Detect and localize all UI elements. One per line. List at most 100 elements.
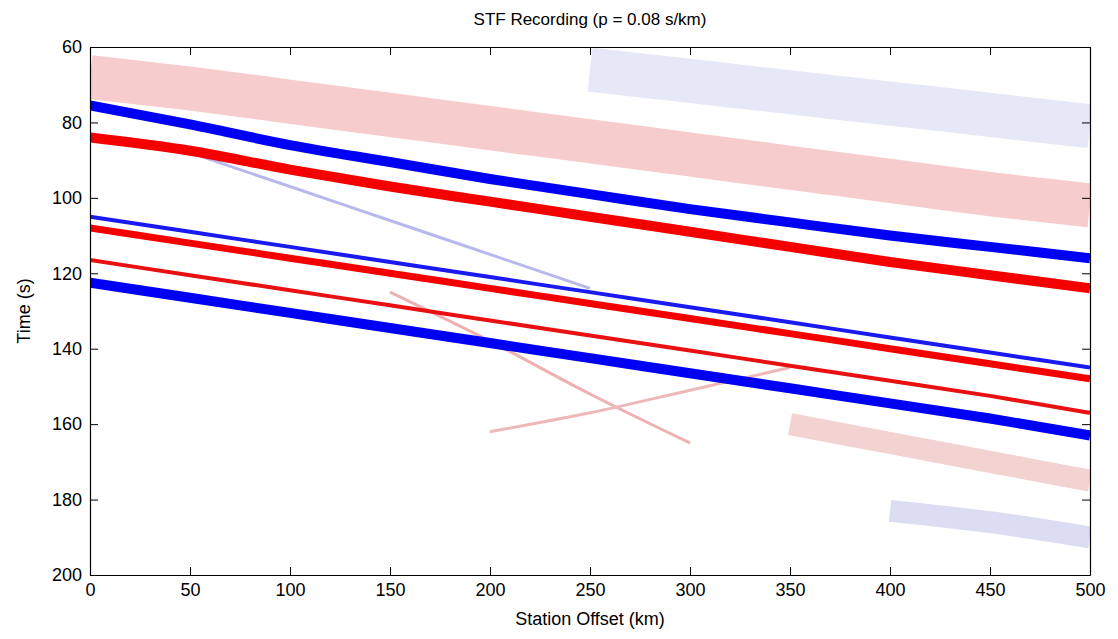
tick-label: 400 bbox=[875, 580, 905, 600]
tick-mark bbox=[1082, 575, 1090, 576]
series-line bbox=[890, 511, 1090, 537]
tick: 250 bbox=[575, 567, 605, 600]
tick-mark bbox=[890, 47, 891, 55]
tick-label: 50 bbox=[180, 580, 200, 600]
tick-label: 180 bbox=[52, 490, 82, 510]
tick: 200 bbox=[52, 565, 98, 585]
tick-label: 350 bbox=[775, 580, 805, 600]
chart: 0 50 100 150 200 250 300 350 400 450 500 60 80 100 120… bbox=[0, 0, 1118, 639]
tick: 400 bbox=[875, 567, 905, 600]
series-line bbox=[90, 283, 1090, 436]
tick-mark bbox=[90, 424, 98, 425]
tick: 60 bbox=[62, 37, 98, 57]
tick: 160 bbox=[52, 414, 98, 434]
tick-mark bbox=[290, 47, 291, 55]
tick-mark bbox=[90, 575, 98, 576]
tick-mark bbox=[90, 273, 98, 274]
axis-line bbox=[90, 48, 91, 576]
tick-mark bbox=[790, 47, 791, 55]
tick: 350 bbox=[775, 567, 805, 600]
plot: 0 50 100 150 200 250 300 350 400 450 500 60 80 100 120… bbox=[52, 37, 1106, 600]
tick-mark bbox=[990, 47, 991, 55]
tick bbox=[790, 47, 791, 55]
tick-mark bbox=[690, 47, 691, 55]
tick-label: 200 bbox=[475, 580, 505, 600]
tick-mark bbox=[1082, 47, 1090, 48]
tick bbox=[590, 47, 591, 55]
tick-label: 500 bbox=[1075, 580, 1105, 600]
tick-label: 160 bbox=[52, 414, 82, 434]
tick: 200 bbox=[475, 567, 505, 600]
tick: 50 bbox=[180, 567, 200, 600]
y-axis-right bbox=[1082, 48, 1091, 576]
tick-mark bbox=[90, 47, 98, 48]
tick-mark bbox=[390, 567, 391, 575]
y-axis-title: Time (s) bbox=[14, 278, 34, 343]
tick-mark bbox=[1082, 273, 1090, 274]
tick: 180 bbox=[52, 490, 98, 510]
series-group bbox=[90, 70, 1090, 538]
tick-mark bbox=[690, 567, 691, 575]
tick: 450 bbox=[975, 567, 1005, 600]
tick-mark bbox=[890, 567, 891, 575]
tick-mark bbox=[590, 567, 591, 575]
series-line bbox=[590, 70, 1090, 127]
tick: 100 bbox=[275, 567, 305, 600]
tick-label: 140 bbox=[52, 339, 82, 359]
tick bbox=[390, 47, 391, 55]
series-line bbox=[90, 217, 1090, 368]
tick-label: 450 bbox=[975, 580, 1005, 600]
plot-background bbox=[90, 47, 1090, 575]
tick-mark bbox=[90, 198, 98, 199]
tick-mark bbox=[590, 47, 591, 55]
tick-label: 300 bbox=[675, 580, 705, 600]
tick-label: 100 bbox=[52, 188, 82, 208]
tick-label: 80 bbox=[62, 113, 82, 133]
tick-mark bbox=[190, 567, 191, 575]
tick bbox=[890, 47, 891, 55]
tick-label: 250 bbox=[575, 580, 605, 600]
tick bbox=[290, 47, 291, 55]
tick bbox=[1082, 500, 1090, 501]
tick bbox=[1082, 575, 1090, 576]
tick bbox=[690, 47, 691, 55]
tick: 300 bbox=[675, 567, 705, 600]
tick-mark bbox=[790, 567, 791, 575]
tick-mark bbox=[1082, 424, 1090, 425]
tick-label: 200 bbox=[52, 565, 82, 585]
tick bbox=[1082, 349, 1090, 350]
series-line bbox=[90, 138, 1090, 289]
series-line bbox=[190, 153, 590, 289]
tick: 150 bbox=[375, 567, 405, 600]
tick bbox=[1082, 424, 1090, 425]
tick-mark bbox=[990, 567, 991, 575]
tick: 140 bbox=[52, 339, 98, 359]
tick-label: 0 bbox=[85, 580, 95, 600]
tick bbox=[1082, 198, 1090, 199]
tick bbox=[190, 47, 191, 55]
tick-mark bbox=[1082, 122, 1090, 123]
tick bbox=[1082, 47, 1090, 48]
axis-line bbox=[91, 575, 1091, 576]
tick-mark bbox=[490, 567, 491, 575]
title: STF Recording (p = 0.08 s/km) bbox=[474, 10, 707, 29]
tick-mark bbox=[290, 567, 291, 575]
axis-line bbox=[1090, 48, 1091, 576]
tick-mark bbox=[90, 349, 98, 350]
tick-label: 150 bbox=[375, 580, 405, 600]
x-axis: 0 50 100 150 200 250 300 350 400 450 500 bbox=[85, 567, 1105, 600]
series-line bbox=[90, 260, 1090, 413]
tick-label: 60 bbox=[62, 37, 82, 57]
tick-label: 120 bbox=[52, 264, 82, 284]
tick-mark bbox=[490, 47, 491, 55]
tick-mark bbox=[1082, 198, 1090, 199]
tick-label: 100 bbox=[275, 580, 305, 600]
tick: 120 bbox=[52, 264, 98, 284]
tick: 100 bbox=[52, 188, 98, 208]
tick bbox=[990, 47, 991, 55]
tick bbox=[1082, 122, 1090, 123]
tick bbox=[1082, 273, 1090, 274]
x-axis-title: Station Offset (km) bbox=[515, 609, 665, 629]
tick: 80 bbox=[62, 113, 98, 133]
x-axis-top bbox=[91, 47, 1091, 55]
